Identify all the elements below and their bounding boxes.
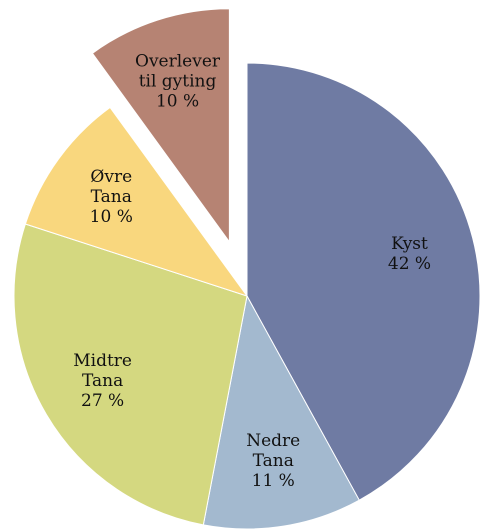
slice-label: Kyst <box>391 234 428 254</box>
slice-label: Øvre <box>90 167 132 187</box>
slice-label: Nedre <box>246 431 300 451</box>
value-label: 11 % <box>252 471 295 491</box>
value-label: 27 % <box>81 391 124 411</box>
slice-label: Tana <box>253 451 294 471</box>
value-label: 10 % <box>90 207 133 227</box>
value-label: 10 % <box>156 92 199 112</box>
value-label: 42 % <box>388 254 431 274</box>
pie-slice <box>246 62 481 501</box>
slice-label: Tana <box>91 187 132 207</box>
slice-label: til gyting <box>139 72 217 92</box>
slice-label: Tana <box>82 371 123 391</box>
pie-slice <box>91 8 230 244</box>
slice-label: Overlever <box>135 52 221 72</box>
slice-label: Midtre <box>73 351 132 371</box>
pie-slice <box>13 223 248 526</box>
pie-slice <box>202 294 360 530</box>
pie-slice <box>24 106 249 297</box>
